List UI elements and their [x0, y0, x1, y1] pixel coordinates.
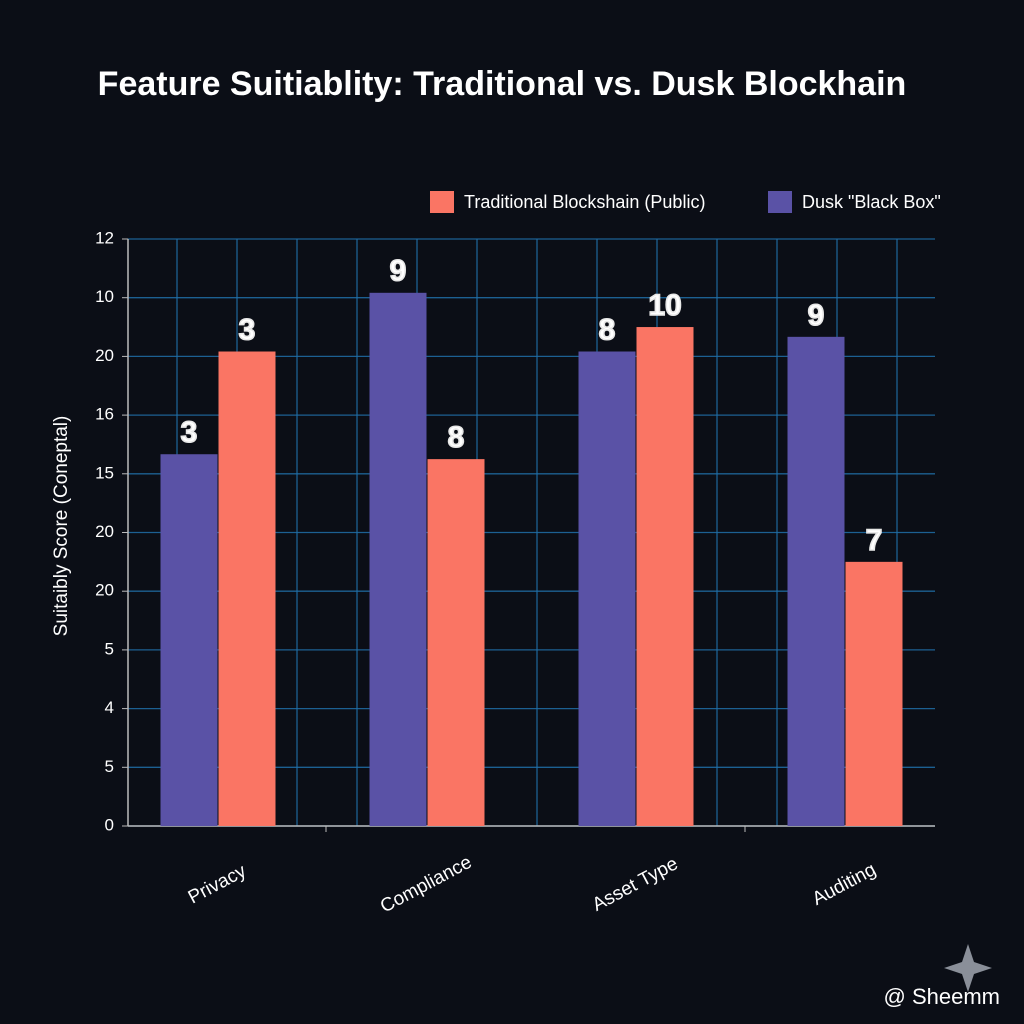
legend-label: Traditional Blockshain (Public)	[464, 192, 705, 212]
y-tick-label: 20	[95, 346, 114, 365]
chart-title: Feature Suitiablity: Traditional vs. Dus…	[98, 65, 907, 103]
bar-annotation: 9	[808, 299, 825, 332]
bar-annotation: 9	[390, 255, 407, 288]
watermark: @ Sheemm	[884, 984, 1000, 1009]
bar-annotation: 3	[239, 313, 256, 346]
bar	[845, 561, 903, 826]
y-tick-label: 12	[95, 228, 114, 247]
bar	[578, 351, 636, 826]
legend-swatch	[430, 191, 454, 213]
y-axis-label: Suitaibly Score (Coneptal)	[51, 416, 72, 637]
y-tick-label: 15	[95, 463, 114, 482]
y-tick-label: 5	[105, 639, 114, 658]
y-tick-label: 10	[95, 287, 114, 306]
bar-annotation: 8	[599, 313, 616, 346]
bar-annotation: 8	[448, 421, 465, 454]
bar	[636, 327, 694, 826]
y-tick-label: 20	[95, 522, 114, 541]
y-tick-label: 5	[105, 757, 114, 776]
bar-annotation: 10	[648, 289, 681, 322]
bar	[427, 459, 485, 826]
bar-annotation: 7	[866, 524, 883, 557]
bar	[787, 336, 845, 826]
legend-swatch	[768, 191, 792, 213]
bar-annotation: 3	[181, 416, 198, 449]
y-tick-label: 20	[95, 581, 114, 600]
y-tick-label: 4	[105, 698, 114, 717]
y-tick-label: 16	[95, 405, 114, 424]
y-tick-label: 0	[105, 815, 114, 834]
legend-label: Dusk "Black Box"	[802, 192, 941, 212]
sparkle-icon	[944, 944, 992, 992]
bar	[218, 351, 276, 826]
bar	[369, 292, 427, 826]
bar	[160, 454, 218, 826]
